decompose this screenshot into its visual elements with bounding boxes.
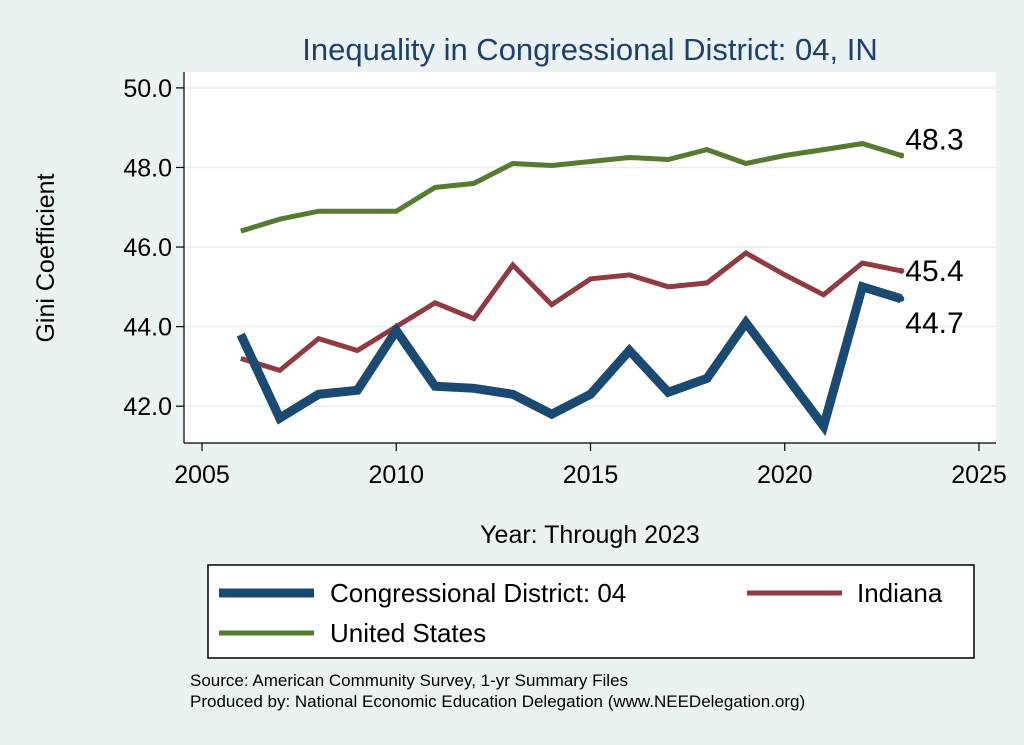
plot-area bbox=[184, 72, 996, 443]
y-tick-label-4: 50.0 bbox=[123, 75, 172, 103]
x-tick-label-3: 2020 bbox=[757, 461, 813, 489]
end-label-2: 48.3 bbox=[905, 124, 963, 157]
series-line-0 bbox=[236, 281, 903, 437]
series-line-1 bbox=[240, 250, 902, 374]
legend-box bbox=[207, 564, 975, 659]
y-axis-label: Gini Coefficient bbox=[32, 173, 60, 342]
legend-label-us: United States bbox=[330, 618, 486, 648]
legend-label-indiana: Indiana bbox=[857, 578, 943, 608]
x-tick-label-0: 2005 bbox=[174, 461, 230, 489]
gridlines bbox=[184, 87, 996, 407]
x-tick-label-4: 2025 bbox=[951, 461, 1007, 489]
y-tick-label-3: 48.0 bbox=[123, 154, 172, 182]
legend-label-district: Congressional District: 04 bbox=[330, 578, 626, 608]
legend: Congressional District: 04 Indiana Unite… bbox=[207, 564, 975, 659]
x-tick-label-2: 2015 bbox=[563, 461, 619, 489]
y-tick-label-1: 44.0 bbox=[123, 314, 172, 342]
series-layer bbox=[236, 141, 903, 437]
end-label-0: 44.7 bbox=[905, 307, 963, 340]
end-point-1 bbox=[898, 267, 905, 274]
y-tick-label-0: 42.0 bbox=[123, 393, 172, 421]
end-label-1: 45.4 bbox=[905, 255, 963, 288]
x-tick-label-1: 2010 bbox=[368, 461, 424, 489]
y-tick-label-2: 46.0 bbox=[123, 234, 172, 262]
series-line-2 bbox=[240, 141, 903, 234]
chart-title: Inequality in Congressional District: 04… bbox=[302, 32, 877, 67]
x-axis-label: Year: Through 2023 bbox=[480, 521, 700, 549]
producer-note: Produced by: National Economic Education… bbox=[190, 692, 805, 711]
y-axis-ticks: 42.0 44.0 46.0 48.0 50.0 bbox=[123, 75, 184, 421]
end-point-2 bbox=[898, 152, 905, 159]
end-point-0 bbox=[898, 295, 905, 302]
x-axis-ticks: 2005 2010 2015 2020 2025 bbox=[174, 443, 1007, 489]
end-labels: 44.7 45.4 48.3 bbox=[898, 124, 964, 340]
source-note: Source: American Community Survey, 1-yr … bbox=[190, 671, 628, 690]
